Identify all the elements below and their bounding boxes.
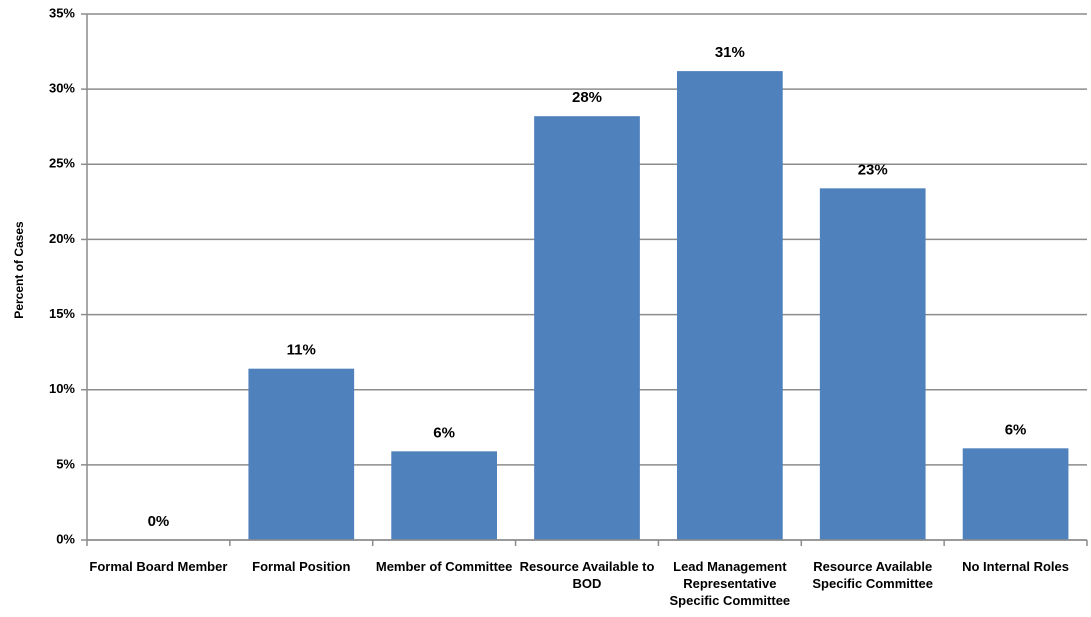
x-tick-label: Resource Available to BOD [519,559,655,591]
x-tick-label: Resource Available Specific Committee [812,559,934,591]
value-label: 31% [715,44,745,61]
bar [962,448,1069,540]
value-label: 28% [572,89,602,106]
y-tick-label: 20% [49,231,75,246]
x-tick-label: Formal Position [252,559,351,574]
bar [248,368,355,540]
bar [391,451,497,540]
value-label: 11% [287,342,316,359]
bar [534,116,640,541]
x-tick-label: Member of Committee [375,559,513,574]
y-axis-label: Percent of Cases [12,221,26,319]
value-label: 0% [148,513,170,530]
y-tick-label: 25% [49,156,75,171]
value-label: 6% [433,424,455,441]
y-tick-label: 10% [49,381,75,396]
x-tick-label: No Internal Roles [962,559,1070,574]
x-tick-label: Formal Board Member [89,559,228,574]
value-label: 23% [858,161,888,178]
bar [819,188,926,540]
y-tick-label: 30% [49,81,75,96]
y-tick-label: 35% [49,5,75,20]
bar [677,71,783,540]
x-tick-label: Lead Management Representative Specific … [669,559,791,608]
y-tick-label: 5% [56,456,75,471]
y-tick-label: 0% [56,531,75,546]
y-tick-label: 15% [49,306,75,321]
value-label: 6% [1005,421,1027,438]
